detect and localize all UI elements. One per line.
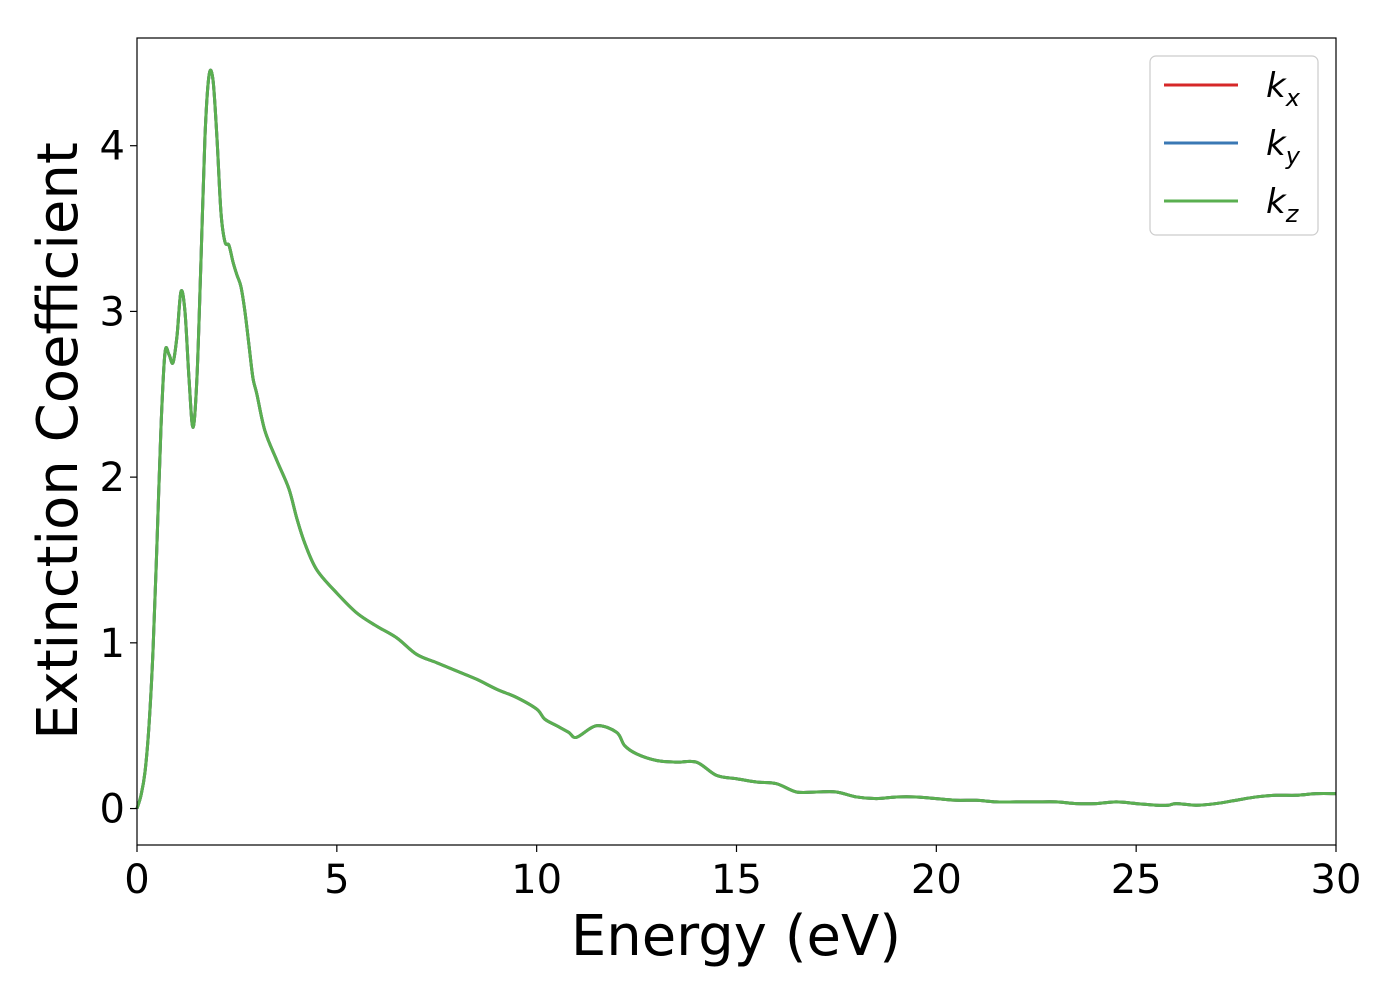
y-tick-label: 2: [100, 455, 125, 501]
x-tick-label: 10: [511, 857, 562, 903]
x-tick-label: 20: [911, 857, 962, 903]
x-axis-ticks: 0 5 10 15 20 25 30: [124, 845, 1361, 903]
x-tick-label: 25: [1111, 857, 1162, 903]
series-line-kz: [135, 68, 1337, 809]
plot-area: [137, 38, 1336, 845]
x-tick-label: 30: [1311, 857, 1362, 903]
y-axis-ticks: 0 1 2 3 4: [100, 124, 137, 833]
y-tick-label: 4: [100, 124, 125, 170]
y-tick-label: 3: [100, 289, 125, 335]
series-layer: [135, 68, 1337, 809]
x-tick-label: 5: [324, 857, 349, 903]
y-tick-label: 1: [100, 621, 125, 667]
y-tick-label: 0: [100, 787, 125, 833]
y-axis-label: Extinction Coefficient: [26, 142, 91, 740]
x-axis-label: Energy (eV): [571, 904, 901, 969]
x-tick-label: 0: [124, 857, 149, 903]
x-tick-label: 15: [711, 857, 762, 903]
legend-frame: [1149, 55, 1319, 236]
